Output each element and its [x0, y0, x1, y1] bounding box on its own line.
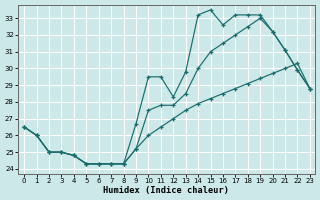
X-axis label: Humidex (Indice chaleur): Humidex (Indice chaleur): [103, 186, 229, 195]
